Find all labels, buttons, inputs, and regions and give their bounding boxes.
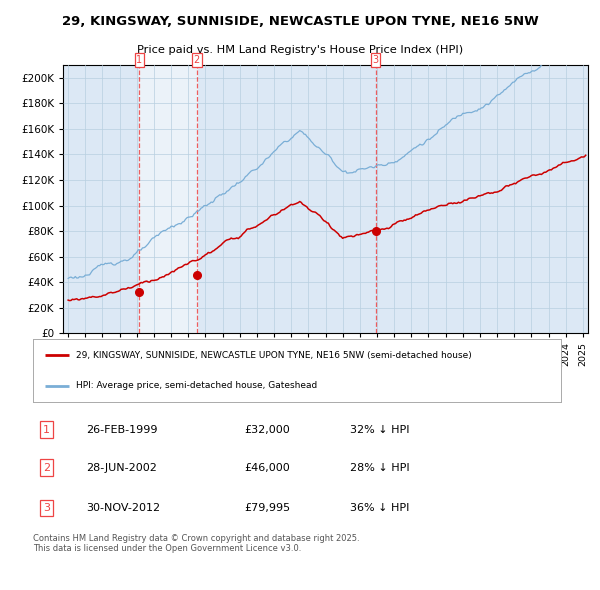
Text: 29, KINGSWAY, SUNNISIDE, NEWCASTLE UPON TYNE, NE16 5NW: 29, KINGSWAY, SUNNISIDE, NEWCASTLE UPON … xyxy=(62,15,538,28)
Text: 2: 2 xyxy=(194,55,200,65)
Text: Price paid vs. HM Land Registry's House Price Index (HPI): Price paid vs. HM Land Registry's House … xyxy=(137,45,463,55)
Text: 3: 3 xyxy=(373,55,379,65)
Text: HPI: Average price, semi-detached house, Gateshead: HPI: Average price, semi-detached house,… xyxy=(76,381,317,391)
Text: 30-NOV-2012: 30-NOV-2012 xyxy=(86,503,160,513)
Bar xyxy=(139,65,197,333)
Text: 1: 1 xyxy=(136,55,142,65)
Text: 32% ↓ HPI: 32% ↓ HPI xyxy=(350,425,409,434)
Text: £46,000: £46,000 xyxy=(244,463,290,473)
Text: 29, KINGSWAY, SUNNISIDE, NEWCASTLE UPON TYNE, NE16 5NW (semi-detached house): 29, KINGSWAY, SUNNISIDE, NEWCASTLE UPON … xyxy=(76,350,472,360)
Text: 3: 3 xyxy=(43,503,50,513)
Text: 2: 2 xyxy=(43,463,50,473)
Text: £79,995: £79,995 xyxy=(244,503,290,513)
Text: 1: 1 xyxy=(43,425,50,434)
Text: 28% ↓ HPI: 28% ↓ HPI xyxy=(350,463,409,473)
Text: 26-FEB-1999: 26-FEB-1999 xyxy=(86,425,157,434)
Text: £32,000: £32,000 xyxy=(244,425,290,434)
Text: 28-JUN-2002: 28-JUN-2002 xyxy=(86,463,157,473)
Text: Contains HM Land Registry data © Crown copyright and database right 2025.
This d: Contains HM Land Registry data © Crown c… xyxy=(33,534,359,553)
Text: 36% ↓ HPI: 36% ↓ HPI xyxy=(350,503,409,513)
